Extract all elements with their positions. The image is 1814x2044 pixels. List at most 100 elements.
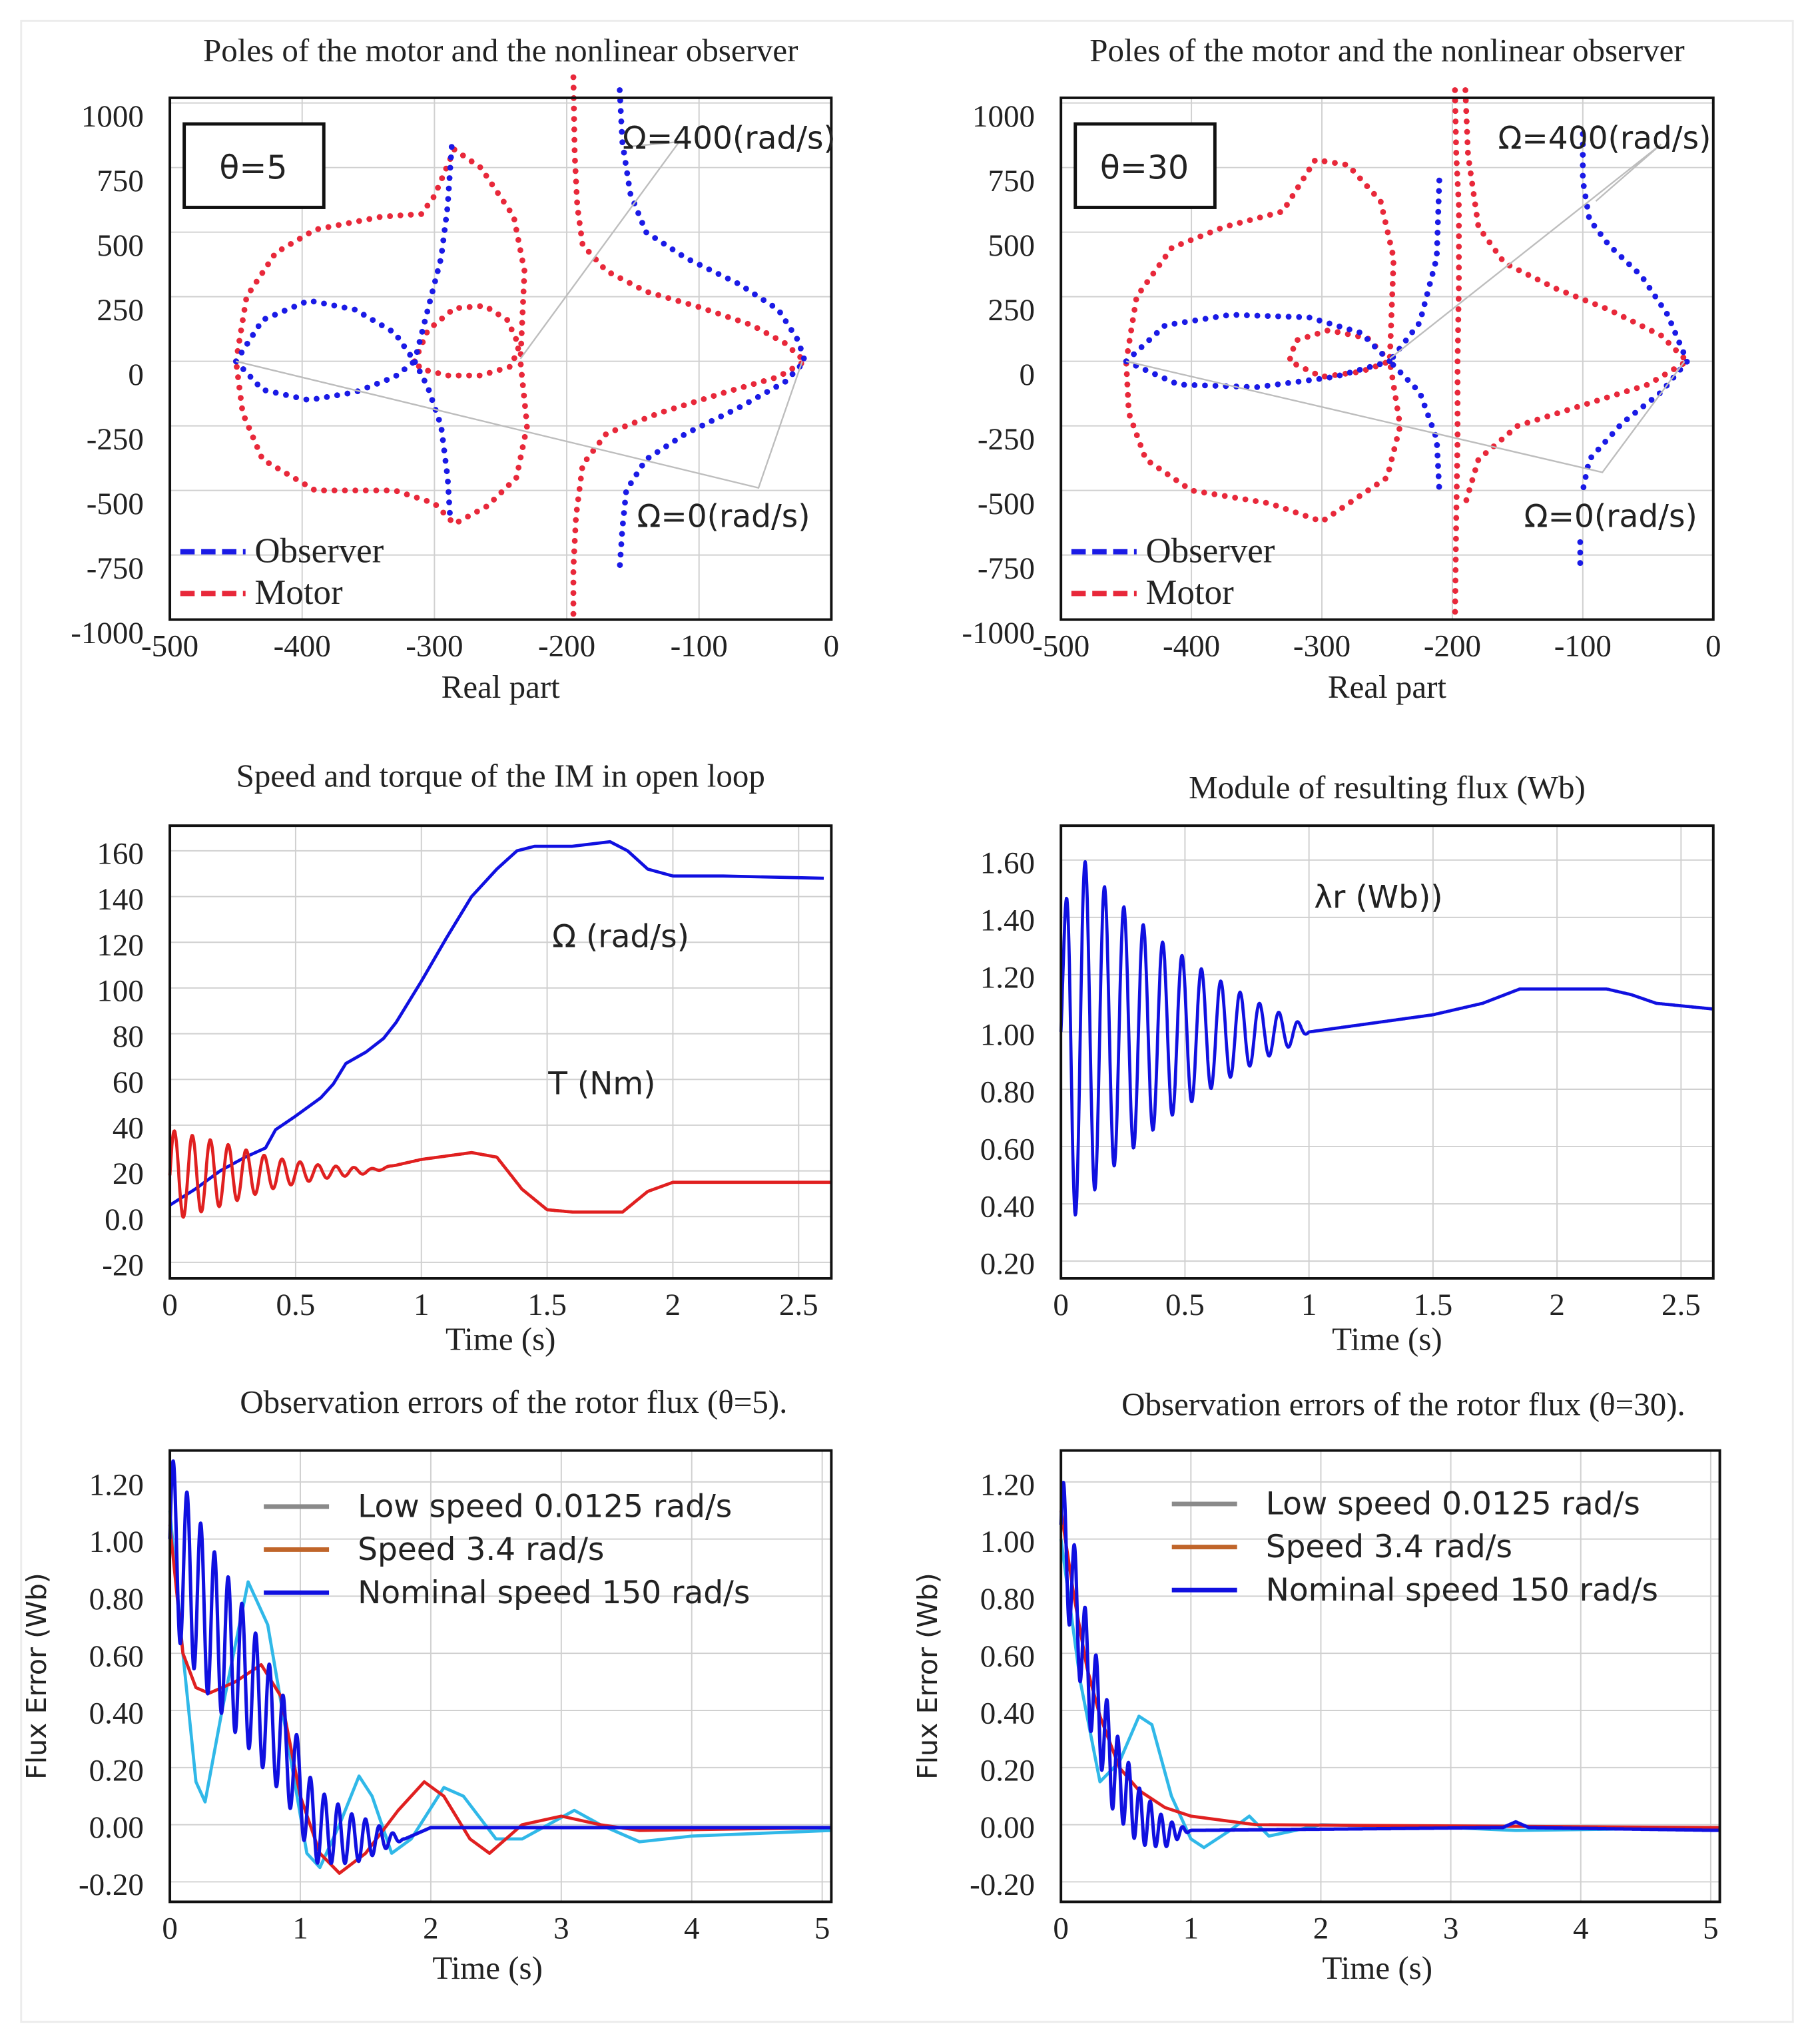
- y-tick-label: 20: [113, 1156, 144, 1191]
- x-tick-label: -200: [538, 629, 595, 663]
- series-guide-line: [1125, 360, 1685, 473]
- x-tick-label: 3: [553, 1911, 569, 1945]
- y-tick-label: 0.80: [980, 1075, 1035, 1110]
- plot-frame: [168, 824, 833, 1280]
- y-tick-label: 500: [988, 228, 1035, 263]
- plot-frame: [1059, 1449, 1721, 1904]
- y-tick-label: 1000: [972, 99, 1035, 134]
- series-group: [168, 1459, 833, 1875]
- series-observer: [1580, 130, 1691, 494]
- series-motor: [1285, 327, 1393, 380]
- x-tick-label: -300: [1293, 629, 1351, 663]
- y-tick-label: 0.60: [980, 1639, 1035, 1674]
- legend-label: Observer: [1146, 531, 1275, 570]
- y-tick-label: 250: [988, 293, 1035, 328]
- chart-title: Observation errors of the rotor flux (θ=…: [240, 1384, 787, 1420]
- x-tick-label: 2.5: [779, 1288, 818, 1322]
- chart-5: 0 1 2 3 4 5 1.20 1.00 0.80 0.60 0.40 0.20 0.00 -0.20 O…: [21, 1384, 833, 1986]
- y-tick-label: 80: [113, 1019, 144, 1054]
- plot-frame: [1059, 96, 1715, 621]
- y-tick-label: -1000: [71, 616, 144, 650]
- x-tick-label: -100: [671, 629, 728, 663]
- chart-title: Module of resulting flux (Wb): [1189, 769, 1586, 806]
- series-motor: [1462, 87, 1692, 507]
- y-tick-label: 0.40: [980, 1696, 1035, 1731]
- x-axis-label: Time (s): [1323, 1949, 1433, 1986]
- chart-title: Speed and torque of the IM in open loop: [236, 757, 765, 794]
- series-group: [232, 74, 810, 623]
- series-observer: [617, 87, 808, 571]
- y-tick-label: 0.60: [89, 1639, 144, 1674]
- plot-frame: [168, 1449, 833, 1904]
- x-tick-label: 1.5: [527, 1288, 567, 1322]
- y-tick-label: 0.20: [980, 1753, 1035, 1788]
- plot-frame: [1059, 824, 1715, 1280]
- x-axis-label: Real part: [442, 668, 561, 705]
- x-tick-label: 0: [1705, 629, 1721, 663]
- y-tick-label: 1.60: [980, 846, 1035, 880]
- chart-title: Poles of the motor and the nonlinear obs…: [1089, 32, 1684, 69]
- legend-label: Nominal speed 150 rad/s: [358, 1575, 750, 1611]
- y-tick-label: -750: [87, 551, 144, 586]
- y-tick-label: 0.0: [105, 1202, 144, 1237]
- annotation-label: Ω=400(rad/s): [1498, 120, 1711, 156]
- x-axis-label: Time (s): [432, 1949, 543, 1986]
- legend-label: Motor: [254, 573, 343, 612]
- series-nominal-speed-150-rad-s: [168, 1459, 833, 1866]
- x-tick-label: 2: [1549, 1288, 1565, 1322]
- plot-frame: [168, 96, 833, 621]
- series-observer: [411, 144, 455, 525]
- y-tick-label: -0.20: [970, 1868, 1035, 1902]
- x-tick-label: 1: [1301, 1288, 1317, 1322]
- y-tick-label: 0: [1019, 358, 1035, 392]
- x-tick-label: 0: [162, 1911, 178, 1945]
- y-tick-label: 0.40: [980, 1190, 1035, 1224]
- series-low-speed-0-0125-rad-s: [168, 1510, 832, 1870]
- y-tick-label: 100: [97, 974, 144, 1009]
- x-tick-label: 0: [1053, 1288, 1069, 1322]
- series--rad-s-: [168, 840, 824, 1207]
- y-tick-label: 1.00: [980, 1525, 1035, 1559]
- x-tick-label: 1.5: [1414, 1288, 1453, 1322]
- y-tick-label: 0.00: [89, 1810, 144, 1845]
- gridlines: [169, 826, 832, 1278]
- y-tick-label: 250: [97, 293, 144, 328]
- y-tick-label: 1.00: [89, 1525, 144, 1559]
- y-tick-label: 0.20: [89, 1753, 144, 1788]
- series-t-nm-: [168, 1129, 832, 1219]
- y-tick-label: 1000: [81, 99, 144, 134]
- x-tick-label: 3: [1443, 1911, 1459, 1945]
- chart-title: Poles of the motor and the nonlinear obs…: [203, 32, 798, 69]
- y-tick-label: 1.20: [980, 960, 1035, 995]
- y-tick-label: 500: [97, 228, 144, 263]
- series-guide-line: [236, 360, 803, 489]
- x-tick-label: 1: [292, 1911, 308, 1945]
- legend-label: Speed 3.4 rad/s: [358, 1531, 604, 1568]
- legend-label: Motor: [1146, 573, 1235, 612]
- y-tick-label: 0.20: [980, 1247, 1035, 1282]
- x-axis-label: Time (s): [1332, 1321, 1442, 1358]
- y-tick-label: -1000: [962, 616, 1035, 650]
- y-tick-label: 0.00: [980, 1810, 1035, 1845]
- theta-badge: θ=5: [219, 148, 287, 186]
- y-tick-label: 0.80: [980, 1582, 1035, 1617]
- y-tick-label: 1.00: [980, 1018, 1035, 1053]
- y-tick-label: 1.20: [980, 1467, 1035, 1502]
- y-tick-label: -500: [87, 487, 144, 521]
- x-tick-label: 0: [824, 629, 840, 663]
- series-motor: [232, 144, 530, 528]
- x-tick-label: -300: [406, 629, 463, 663]
- series--r-wb-: [1059, 860, 1715, 1217]
- x-tick-label: 1: [1183, 1911, 1199, 1945]
- plot-area: [170, 826, 832, 1278]
- x-tick-label: 5: [814, 1911, 830, 1945]
- series-guide-line: [1389, 143, 1662, 360]
- y-tick-label: -750: [978, 551, 1035, 586]
- y-tick-label: 750: [97, 164, 144, 198]
- series-group: [1059, 860, 1715, 1217]
- y-tick-label: -20: [102, 1248, 144, 1283]
- x-tick-label: -500: [141, 629, 198, 663]
- chart-2: -500 -400 -300 -200 -100 010007505002500-250-…: [962, 32, 1721, 705]
- y-tick-label: -250: [87, 422, 144, 457]
